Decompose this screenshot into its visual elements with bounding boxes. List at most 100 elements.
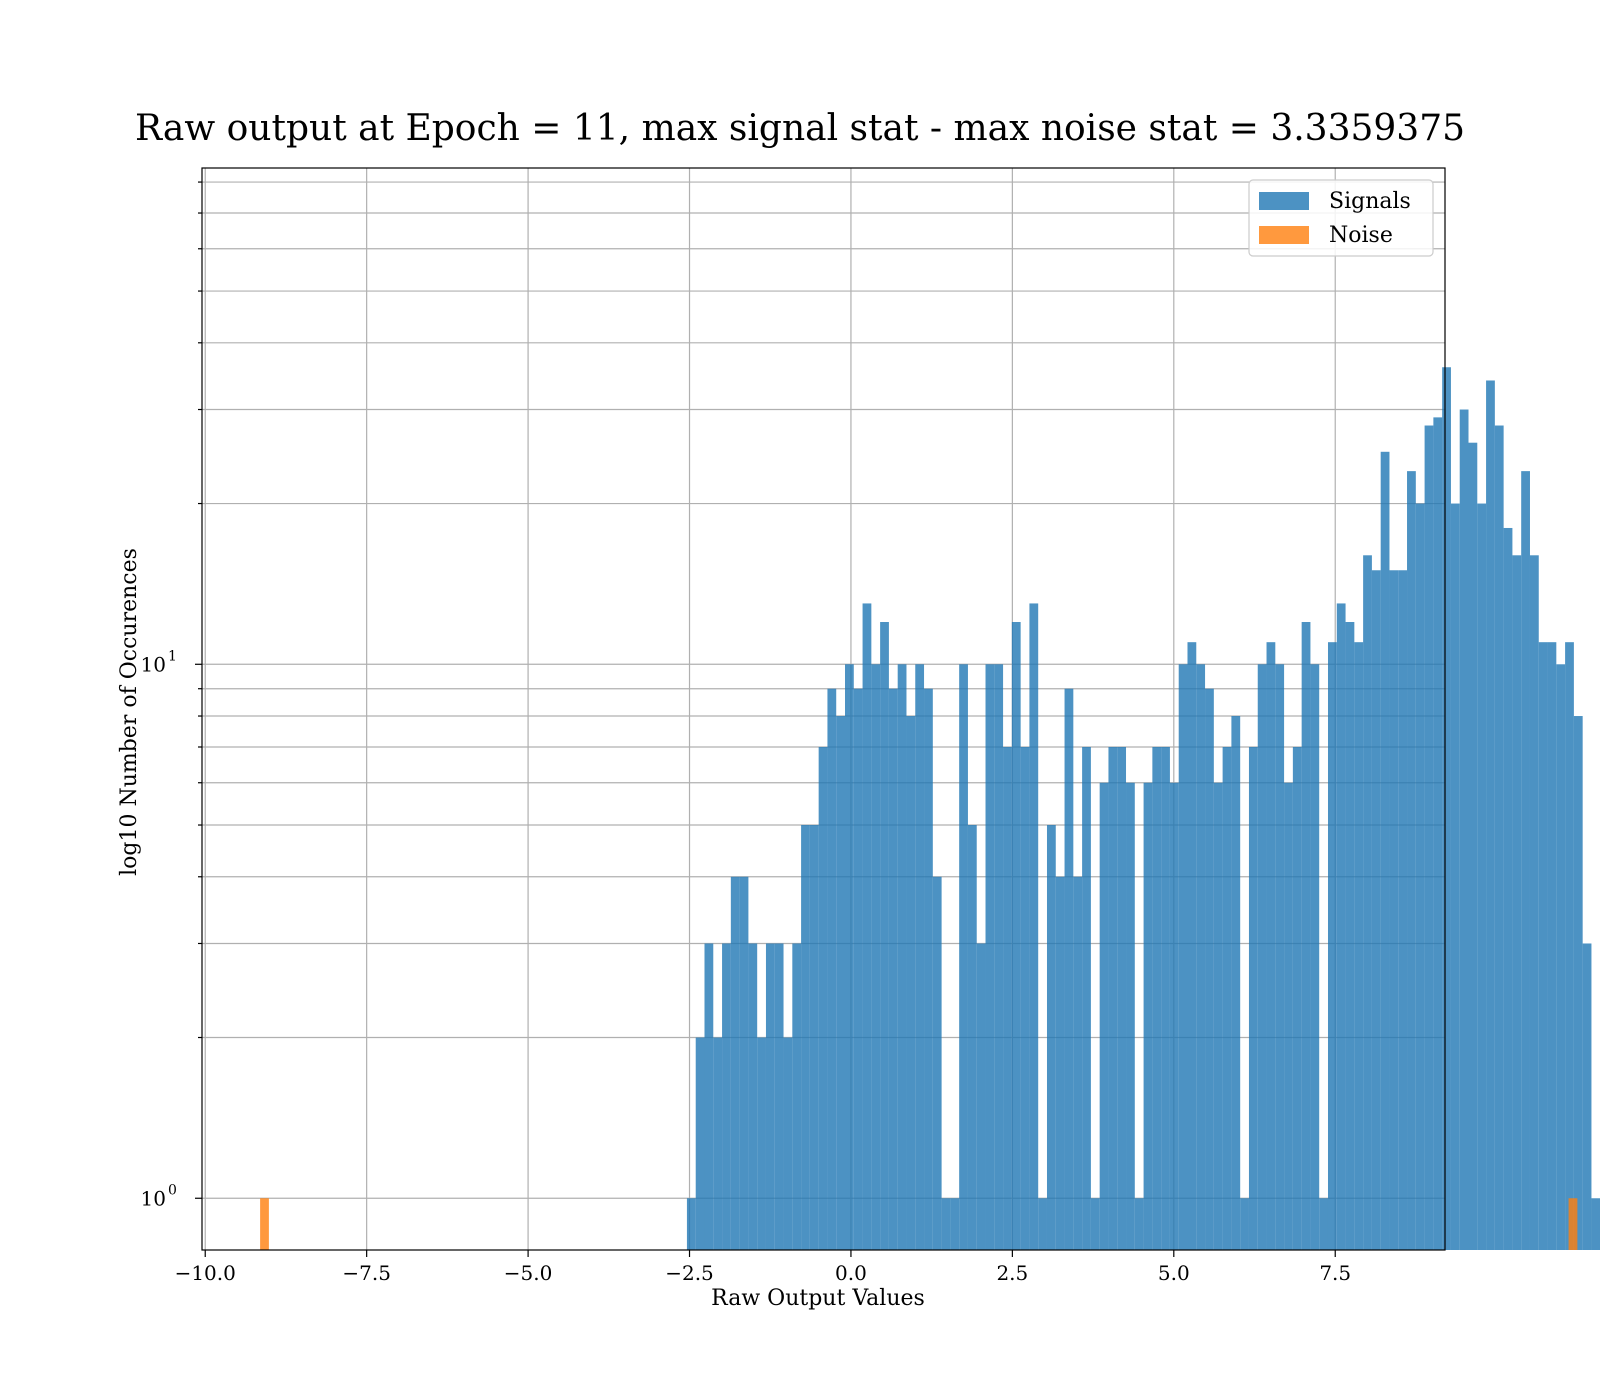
bar-signals — [1310, 664, 1320, 1250]
chart-title: Raw output at Epoch = 11, max signal sta… — [135, 108, 1465, 149]
bar-signals — [1547, 642, 1557, 1250]
bar-signals — [1108, 746, 1118, 1250]
y-tick-label: 10 — [141, 1186, 166, 1210]
y-axis-label: log10 Number of Occurences — [117, 548, 142, 876]
bar-signals — [792, 943, 802, 1250]
series-noise-bars — [260, 1198, 1578, 1250]
bar-signals — [941, 1198, 951, 1250]
bar-signals — [1292, 746, 1302, 1250]
bar-signals — [801, 825, 810, 1250]
bar-signals — [880, 622, 889, 1250]
bar-signals — [739, 876, 749, 1250]
legend: Signals Noise — [1248, 179, 1434, 257]
bar-signals — [704, 943, 714, 1250]
bar-signals — [1064, 688, 1074, 1250]
bar-signals — [1529, 555, 1539, 1250]
x-tick-label: 2.5 — [996, 1261, 1028, 1285]
bar-signals — [924, 688, 933, 1250]
bar-signals — [1082, 746, 1091, 1250]
bar-signals — [722, 943, 731, 1250]
bar-signals — [1538, 642, 1548, 1250]
bar-signals — [1327, 642, 1337, 1250]
bar-signals — [1038, 1198, 1047, 1250]
bar-signals — [774, 943, 784, 1250]
bar-signals — [1090, 1198, 1100, 1250]
bar-signals — [1582, 943, 1592, 1250]
bar-signals — [967, 825, 977, 1250]
bar-signals — [1161, 746, 1170, 1250]
bar-signals — [994, 664, 1004, 1250]
bar-signals — [1240, 1198, 1249, 1250]
bar-signals — [757, 1037, 766, 1250]
bar-signals — [1380, 451, 1390, 1251]
bar-signals — [1503, 527, 1513, 1250]
bar-signals — [1301, 622, 1311, 1250]
bar-signals — [959, 664, 968, 1250]
series-signals-bars — [686, 367, 1600, 1251]
legend-swatch-signals — [1259, 192, 1309, 210]
histogram-bars — [260, 367, 1600, 1251]
bar-signals — [976, 943, 986, 1250]
legend-swatch-noise — [1259, 226, 1309, 244]
bar-signals — [1398, 570, 1408, 1250]
bar-signals — [1231, 716, 1241, 1250]
bar-signals — [713, 1037, 723, 1250]
bar-signals — [1442, 367, 1451, 1251]
bar-signals — [783, 1037, 793, 1250]
bar-signals — [1213, 782, 1223, 1250]
bar-signals — [1011, 622, 1021, 1250]
bar-signals — [862, 603, 872, 1250]
bar-signals — [1205, 688, 1214, 1250]
legend-label-noise: Noise — [1329, 223, 1393, 248]
bar-signals — [1407, 471, 1416, 1250]
bar-signals — [1020, 746, 1030, 1250]
bar-signals — [1389, 570, 1399, 1250]
bar-signals — [1266, 642, 1276, 1250]
bar-signals — [1477, 503, 1487, 1250]
bar-signals — [1099, 782, 1109, 1250]
bar-signals — [1126, 782, 1135, 1250]
x-axis-label: Raw Output Values — [711, 1286, 925, 1311]
y-tick-label-exponent: 0 — [168, 1182, 177, 1198]
bar-signals — [1222, 746, 1232, 1250]
bar-signals — [1591, 1198, 1600, 1250]
bar-signals — [915, 664, 925, 1250]
bar-signals — [1055, 876, 1065, 1250]
bar-signals — [985, 664, 995, 1250]
legend-label-signals: Signals — [1329, 189, 1411, 214]
plot-frame — [201, 167, 1446, 1251]
bar-signals — [1117, 746, 1127, 1250]
bar-signals — [1556, 664, 1566, 1250]
bar-noise — [1568, 1198, 1578, 1250]
y-tick-label-exponent: 1 — [168, 648, 177, 664]
bar-signals — [1371, 570, 1381, 1250]
bar-signals — [1284, 782, 1293, 1250]
bar-signals — [836, 716, 846, 1250]
bar-signals — [871, 664, 881, 1250]
bar-signals — [695, 1037, 705, 1250]
bar-signals — [932, 876, 942, 1250]
bar-signals — [809, 825, 819, 1250]
bar-signals — [748, 943, 758, 1250]
bar-signals — [1450, 503, 1460, 1250]
bar-signals — [897, 664, 907, 1250]
bar-signals — [1573, 716, 1583, 1250]
bar-noise — [260, 1198, 269, 1250]
x-tick-label: 7.5 — [1319, 1261, 1351, 1285]
bar-signals — [827, 688, 837, 1250]
bar-signals — [1336, 603, 1346, 1250]
bar-signals — [1187, 642, 1197, 1250]
bar-signals — [1468, 442, 1478, 1250]
bar-signals — [1363, 555, 1372, 1250]
bar-signals — [950, 1198, 960, 1250]
bar-signals — [1415, 503, 1425, 1250]
bar-signals — [818, 746, 828, 1250]
bar-signals — [888, 688, 898, 1250]
bar-signals — [1152, 746, 1162, 1250]
bar-signals — [1073, 876, 1083, 1250]
bar-signals — [1459, 409, 1469, 1250]
bar-signals — [1494, 425, 1504, 1250]
bar-signals — [1169, 782, 1179, 1250]
